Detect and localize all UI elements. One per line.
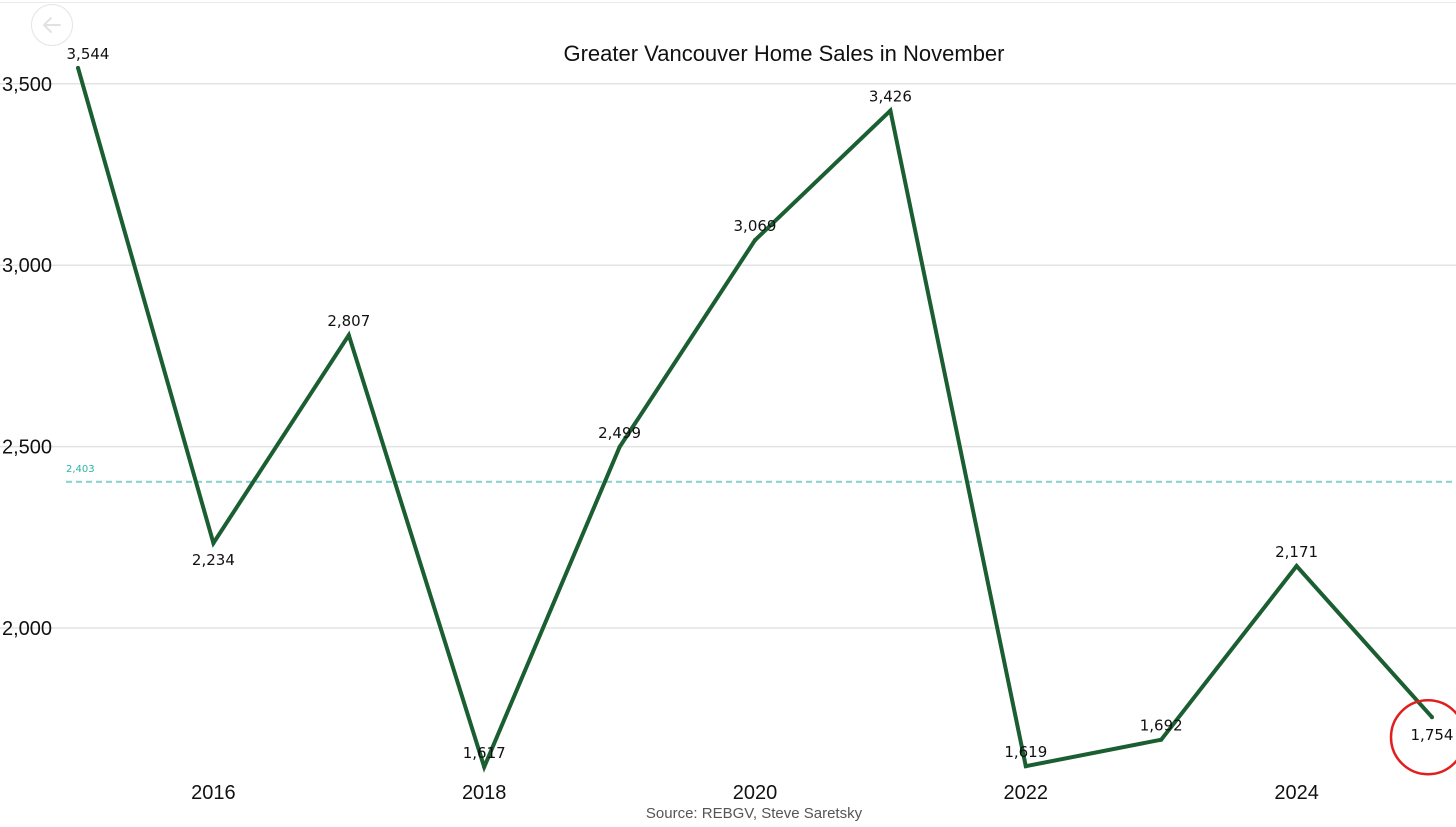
chart-source: Source: REBGV, Steve Saretsky [646, 805, 863, 822]
data-label: 1,617 [463, 744, 506, 762]
average-label: 2,403 [66, 464, 95, 475]
back-arrow-icon [43, 17, 61, 33]
data-point [1430, 715, 1434, 720]
series-line [76, 67, 1434, 773]
data-point [617, 444, 622, 449]
x-tick-label: 2016 [191, 782, 236, 804]
data-label: 3,544 [67, 45, 110, 63]
data-labels: 3,544 2,234 2,807 1,617 2,499 3,069 3,426 1,619… [67, 45, 1454, 762]
data-point [1159, 737, 1164, 742]
average-reference: 2,403 [66, 464, 1456, 483]
data-point [888, 108, 893, 113]
x-tick-label: 2018 [462, 782, 507, 804]
back-button[interactable] [31, 4, 73, 46]
top-divider [0, 2, 1456, 3]
data-label: 2,234 [192, 551, 235, 569]
data-point [1294, 563, 1299, 568]
highlight-circle [1389, 699, 1456, 776]
data-label: 1,754 [1411, 726, 1454, 744]
data-label: 2,171 [1275, 543, 1318, 561]
y-tick-label: 3,500 [2, 74, 52, 96]
data-label: 1,619 [1004, 743, 1047, 761]
y-tick-label: 2,500 [2, 437, 52, 459]
data-label: 3,069 [734, 217, 777, 235]
x-tick-label: 2020 [733, 782, 778, 804]
x-tick-label: 2022 [1004, 782, 1049, 804]
data-label: 2,807 [327, 312, 370, 330]
x-tick-label: 2024 [1274, 782, 1319, 804]
chart-title: Greater Vancouver Home Sales in November [563, 41, 1004, 66]
data-label: 3,426 [869, 88, 912, 106]
data-label: 2,499 [598, 424, 641, 442]
data-point [482, 764, 487, 769]
data-point [76, 65, 80, 70]
data-point [1023, 764, 1028, 769]
highlight-layer [1389, 699, 1456, 776]
data-label: 1,692 [1140, 717, 1183, 735]
gridlines [0, 83, 1456, 629]
data-point [346, 333, 351, 338]
data-point [753, 238, 757, 243]
x-axis-tick-labels: 2016 2018 2020 2022 2024 [191, 782, 1319, 804]
series-line-layer [76, 65, 1434, 773]
y-tick-label: 3,000 [2, 255, 52, 277]
y-tick-label: 2,000 [2, 618, 52, 640]
y-axis-tick-labels: 2,000 2,500 3,000 3,500 [2, 74, 52, 640]
data-point [211, 541, 216, 546]
